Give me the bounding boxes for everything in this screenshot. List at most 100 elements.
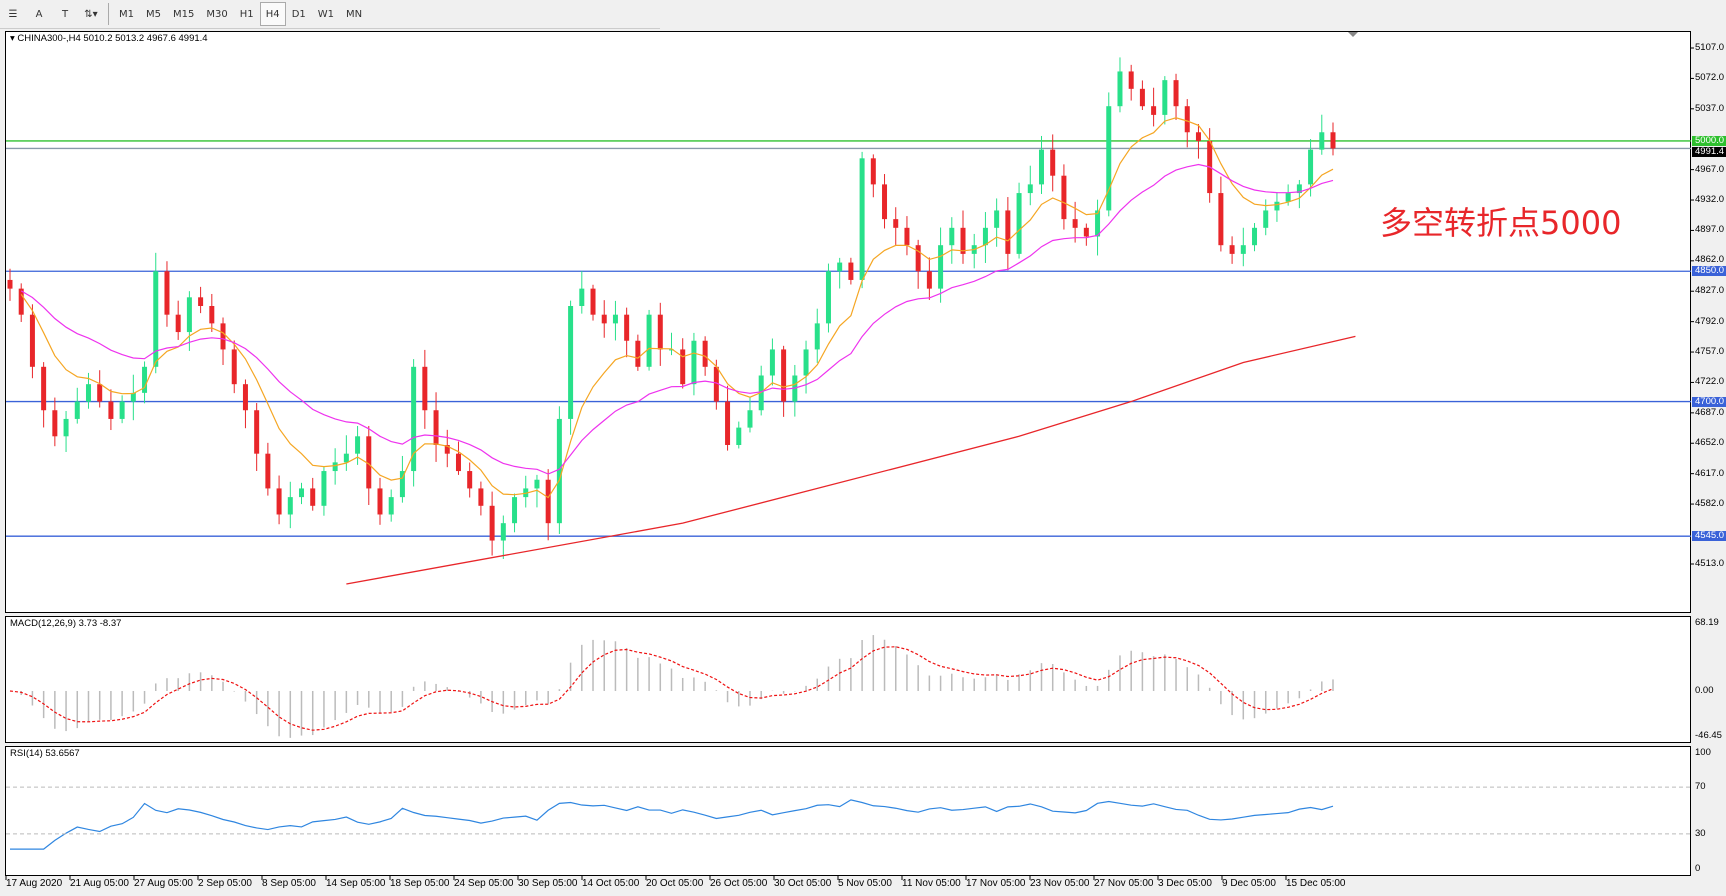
date-label: 15 Dec 05:00 (1286, 878, 1346, 889)
price-chart-panel[interactable] (5, 31, 1691, 613)
price-tick: 4862.0 (1695, 254, 1725, 266)
macd-signal-line (9, 646, 1334, 731)
price-tick: 4792.0 (1695, 315, 1725, 327)
arrows-icon[interactable]: ⇅▾ (84, 8, 98, 20)
candle-down (680, 349, 686, 385)
candle-up (814, 323, 820, 350)
candle-down (1072, 219, 1078, 228)
candle-up (691, 340, 697, 385)
timeframe-h4[interactable]: H4 (259, 2, 286, 26)
candle-up (153, 271, 159, 367)
candle-down (455, 453, 461, 472)
candle-down (1184, 106, 1190, 133)
candle-up (747, 410, 753, 428)
timeframe-mn[interactable]: MN (346, 8, 363, 20)
candle-down (870, 158, 876, 185)
annotation-text: 多空转折点5000 (1380, 204, 1622, 242)
timeframe-w1[interactable]: W1 (317, 8, 335, 20)
candle-up (74, 401, 80, 419)
candle-down (882, 184, 888, 220)
candle-down (254, 410, 260, 454)
candle-down (713, 366, 719, 402)
timeframe-m5[interactable]: M5 (146, 8, 161, 20)
price-tick: 4513.0 (1695, 558, 1725, 569)
rsi-panel[interactable] (5, 746, 1691, 876)
date-label: 21 Aug 05:00 (70, 878, 129, 889)
candle-up (859, 158, 865, 280)
date-label: 17 Aug 2020 (6, 878, 63, 889)
candle-down (18, 288, 24, 315)
candle-down (478, 488, 484, 506)
timeframe-m30[interactable]: M30 (206, 8, 228, 20)
candle-up (85, 384, 91, 402)
timeframe-h1[interactable]: H1 (239, 8, 254, 20)
candle-up (803, 349, 809, 376)
candle-up (1016, 193, 1022, 254)
timeframe-m1[interactable]: M1 (119, 8, 134, 20)
price-tick: 4827.0 (1695, 285, 1725, 297)
candle-down (904, 227, 910, 246)
candle-up (669, 349, 674, 351)
candle-down (52, 410, 58, 437)
candle-up (534, 479, 540, 489)
chart-header: ▾ CHINA300-,H4 5010.2 5013.2 4967.6 4991… (10, 33, 208, 44)
text-label-icon[interactable]: T (61, 8, 69, 20)
menu-icon[interactable]: ☰ (8, 8, 18, 20)
candle-down (276, 488, 282, 515)
candle-up (949, 227, 955, 246)
candle-up (646, 314, 652, 367)
date-label: 26 Oct 05:00 (710, 878, 768, 889)
candle-up (332, 462, 338, 472)
candle-down (960, 227, 966, 254)
date-label: 30 Oct 05:00 (774, 878, 832, 889)
date-label: 20 Oct 05:00 (646, 878, 704, 889)
candle-down (265, 453, 271, 489)
price-tick: 4722.0 (1695, 376, 1725, 388)
candle-up (579, 288, 585, 306)
candle-up (130, 392, 136, 402)
candle-up (512, 497, 518, 524)
candle-down (848, 262, 854, 280)
date-label: 2 Sep 05:00 (198, 878, 252, 889)
candle-down (624, 314, 630, 341)
rsi-tick: 70 (1695, 781, 1706, 793)
macd-panel[interactable] (5, 616, 1691, 743)
candle-down (175, 314, 181, 333)
candle-up (1038, 149, 1044, 185)
candle-up (1274, 201, 1280, 211)
candle-up (1117, 71, 1123, 107)
candle-down (198, 297, 204, 306)
candle-down (422, 366, 428, 411)
candle-down (97, 384, 103, 402)
candle-down (1005, 210, 1011, 254)
date-label: 17 Nov 05:00 (966, 878, 1026, 889)
date-label: 27 Nov 05:00 (1094, 878, 1154, 889)
candle-up (1095, 210, 1101, 237)
candle-up (1240, 245, 1246, 254)
candle-down (366, 436, 372, 489)
price-tick: 4617.0 (1695, 467, 1725, 479)
date-label: 27 Aug 05:00 (134, 878, 193, 889)
candle-up (399, 471, 405, 498)
timeframe-m15[interactable]: M15 (173, 8, 195, 20)
date-label: 14 Oct 05:00 (582, 878, 640, 889)
timeframe-d1[interactable]: D1 (291, 8, 306, 20)
candle-up (411, 366, 417, 472)
candle-down (29, 314, 35, 367)
candle-up (321, 471, 327, 506)
candle-up (837, 262, 843, 272)
candle-up (500, 523, 506, 541)
candle-down (781, 349, 787, 402)
candle-up (1027, 184, 1033, 194)
candle-up (1162, 80, 1168, 115)
ma-mid-line (20, 163, 1334, 475)
candle-down (41, 366, 47, 411)
date-label: 14 Sep 05:00 (326, 878, 386, 889)
shift-marker-icon (1348, 32, 1358, 37)
candle-down (220, 323, 226, 350)
text-icon[interactable]: A (35, 8, 43, 20)
rsi-tick: 30 (1695, 827, 1706, 839)
macd-label: MACD(12,26,9) 3.73 -8.37 (10, 618, 122, 629)
candle-up (982, 227, 988, 246)
